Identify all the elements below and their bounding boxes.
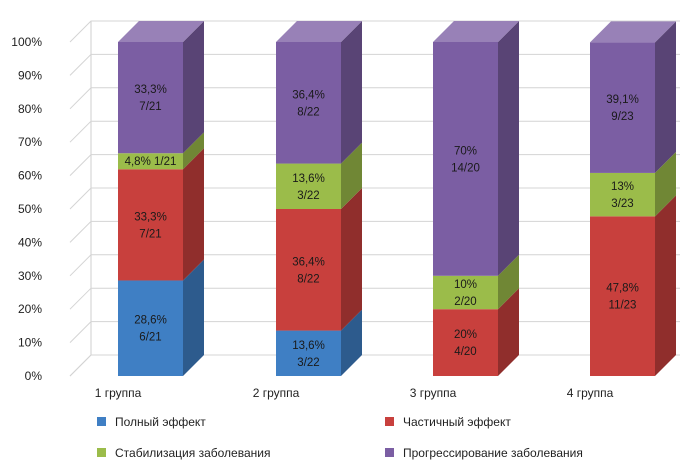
x-category-label: 4 группа [567, 386, 614, 400]
x-category-label: 1 группа [95, 386, 142, 400]
x-axis: 1 группа 2 группа 3 группа 4 группа [95, 386, 614, 400]
bar-segment-side [183, 259, 204, 376]
y-tick-label: 10% [18, 336, 42, 350]
y-tick-label: 100% [11, 35, 42, 49]
bar-stack: 28,6% 6/21 33,3% 7/21 4,8% 1/21 33,3% 7/21 [118, 21, 204, 376]
data-label: 13,6% [292, 340, 325, 352]
data-label: 6/21 [139, 332, 161, 344]
bar-segment-side [498, 288, 519, 376]
bar-stack: 47,8% 11/23 13% 3/23 39,1% 9/23 [590, 21, 676, 376]
data-label: 70% [454, 145, 477, 157]
data-label: 4,8% 1/21 [125, 156, 177, 168]
data-label: 7/21 [139, 228, 161, 240]
x-category-label: 2 группа [253, 386, 300, 400]
legend-item: Прогрессирование заболевания [385, 446, 583, 460]
bar-segment-side [341, 188, 362, 331]
legend-swatch [385, 417, 394, 426]
data-label: 39,1% [606, 94, 639, 106]
legend-swatch [385, 448, 394, 457]
legend-label: Стабилизация заболевания [115, 446, 270, 460]
bar-segment-side [183, 21, 204, 154]
bar-segment [590, 42, 655, 173]
bar-segment-top [118, 21, 204, 42]
data-label: 33,3% [134, 211, 167, 223]
bar-segment-side [341, 309, 362, 376]
bar-segment [118, 169, 183, 281]
bar-segment [118, 42, 183, 154]
y-tick-label: 50% [18, 202, 42, 216]
bar-segment [276, 330, 341, 376]
y-tick-label: 40% [18, 235, 42, 249]
legend: Полный эффект Частичный эффект Стабилизаци… [97, 415, 583, 460]
data-label: 20% [454, 329, 477, 341]
bar-segment [433, 42, 498, 276]
legend-swatch [97, 417, 106, 426]
x-category-label: 3 группа [410, 386, 457, 400]
bar-stack: 20% 4/20 10% 2/20 70% 14/20 [433, 21, 519, 376]
data-label: 14/20 [451, 162, 480, 174]
legend-label: Прогрессирование заболевания [403, 446, 583, 460]
y-tick-label: 0% [25, 369, 43, 383]
y-tick-label: 20% [18, 302, 42, 316]
bar-segment-side [183, 148, 204, 281]
data-label: 13,6% [292, 173, 325, 185]
bar-segment [433, 275, 498, 310]
data-label: 47,8% [606, 283, 639, 295]
legend-item: Полный эффект [97, 415, 206, 429]
data-label: 36,4% [292, 256, 325, 268]
bar-segment [118, 280, 183, 376]
data-label: 9/23 [611, 111, 633, 123]
bar-segment-top [276, 21, 362, 42]
bar-segment-side [498, 21, 519, 276]
data-label: 3/22 [297, 190, 319, 202]
data-label: 4/20 [454, 346, 476, 358]
y-tick-label: 80% [18, 102, 42, 116]
bar-segment-side [498, 254, 519, 310]
legend-swatch [97, 448, 106, 457]
legend-label: Частичный эффект [403, 415, 511, 429]
bar-segment [590, 172, 655, 217]
bar-segment [276, 209, 341, 331]
bar-segment-side [341, 21, 362, 164]
y-tick-label: 90% [18, 68, 42, 82]
data-label: 10% [454, 279, 477, 291]
bar-segment-side [655, 21, 676, 173]
legend-label: Полный эффект [115, 415, 206, 429]
data-label: 3/22 [297, 357, 319, 369]
bar-segment-side [183, 132, 204, 170]
bar-segment-side [341, 142, 362, 209]
data-label: 36,4% [292, 89, 325, 101]
data-label: 33,3% [134, 84, 167, 96]
bars: 28,6% 6/21 33,3% 7/21 4,8% 1/21 33,3% 7/21 13,6… [118, 21, 676, 376]
bar-segment [276, 163, 341, 209]
bar-segment [433, 309, 498, 376]
bar-segment-top [433, 21, 519, 42]
data-label: 2/20 [454, 296, 476, 308]
bar-segment-side [655, 195, 676, 376]
bar-segment [276, 42, 341, 164]
bar-segment-top [590, 21, 676, 43]
bar-segment [118, 153, 183, 170]
bar-segment-side [655, 151, 676, 217]
data-label: 3/23 [611, 198, 633, 210]
y-tick-label: 30% [18, 269, 42, 283]
data-label: 28,6% [134, 315, 167, 327]
y-axis: 0% 10% 20% 30% 40% 50% 60% 70% 80% 90% 100% [11, 35, 42, 383]
y-tick-label: 60% [18, 169, 42, 183]
data-label: 7/21 [139, 101, 161, 113]
y-tick-label: 70% [18, 135, 42, 149]
legend-item: Стабилизация заболевания [97, 446, 270, 460]
data-label: 11/23 [609, 300, 637, 312]
legend-item: Частичный эффект [385, 415, 511, 429]
data-label: 8/22 [297, 106, 319, 118]
data-label: 8/22 [297, 273, 319, 285]
bar-stack: 13,6% 3/22 36,4% 8/22 13,6% 3/22 36,4% 8/22 [276, 21, 362, 376]
data-label: 13% [611, 181, 634, 193]
bar-segment [590, 216, 655, 376]
